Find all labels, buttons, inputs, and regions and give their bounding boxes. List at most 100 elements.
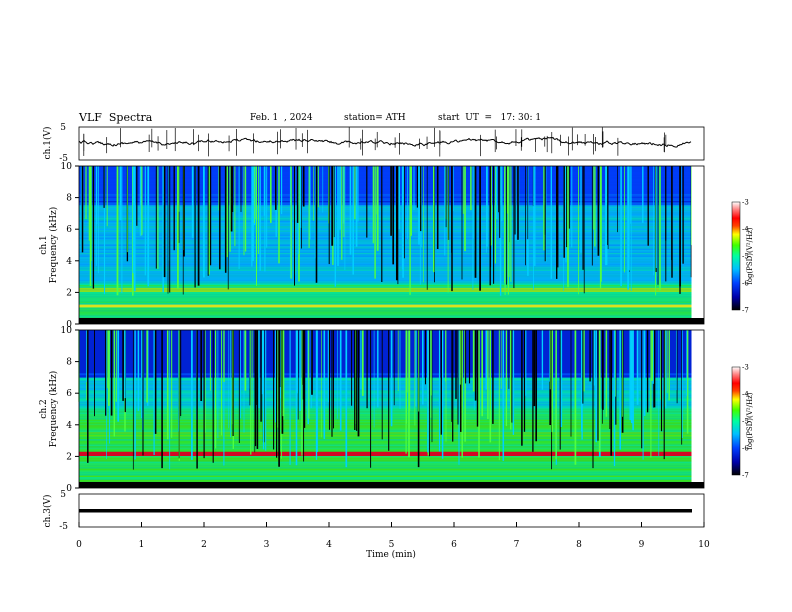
spec-frequency-band — [79, 437, 692, 440]
spec-frequency-band — [79, 315, 692, 318]
spec-frequency-band — [79, 349, 692, 352]
spec-frequency-band — [79, 177, 692, 179]
spec-frequency-band — [79, 230, 692, 232]
spec-frequency-band — [79, 412, 692, 415]
ch3-ytick-top: 5 — [60, 490, 66, 500]
spec-frequency-band — [79, 430, 692, 433]
spec-frequency-band — [79, 421, 692, 423]
time-tick-label: 7 — [514, 540, 520, 550]
spec-frequency-band — [79, 240, 692, 242]
spec-frequency-band — [79, 234, 692, 237]
spec-frequency-band — [79, 261, 692, 263]
spec-frequency-band — [79, 258, 692, 260]
spec-frequency-band — [79, 215, 692, 217]
spec-frequency-band — [79, 297, 692, 300]
spec-frequency-band — [79, 203, 692, 206]
spec-ytick-label: 6 — [66, 389, 72, 399]
spec-frequency-band — [79, 451, 692, 454]
spec-frequency-band — [79, 171, 692, 174]
spec-frequency-band — [79, 449, 692, 451]
colorbar-tick-label: -5 — [742, 418, 749, 426]
spec-frequency-band — [79, 180, 692, 182]
spec-frequency-band — [79, 212, 692, 214]
spec-frequency-band — [79, 362, 692, 364]
spec-frequency-band — [79, 468, 692, 471]
spec-frequency-band — [79, 450, 692, 452]
spec-frequency-band — [79, 419, 692, 422]
spec-frequency-band — [79, 273, 692, 276]
spec-frequency-band — [79, 275, 692, 277]
spec-frequency-band — [79, 342, 692, 345]
spec-frequency-band — [79, 268, 692, 270]
spec-frequency-band — [79, 184, 692, 186]
spec-ytick-label: 8 — [66, 358, 72, 368]
spec-frequency-band — [79, 308, 692, 311]
spec-frequency-band — [79, 397, 692, 399]
spec-frequency-band — [79, 289, 692, 291]
time-tick-label: 9 — [639, 540, 645, 550]
spec-frequency-band — [79, 384, 692, 387]
spec-frequency-band — [79, 223, 692, 225]
time-tick-label: 4 — [326, 540, 332, 550]
spec-frequency-band — [79, 352, 692, 354]
spec-frequency-band — [79, 423, 692, 426]
ch2-spectrogram-image — [78, 330, 704, 488]
spec-frequency-band — [79, 376, 692, 378]
spec-frequency-band — [79, 175, 692, 178]
spec-frequency-band — [79, 369, 692, 371]
spec-frequency-band — [79, 341, 692, 343]
spec-frequency-band — [79, 331, 692, 333]
spec-frequency-band — [79, 307, 692, 309]
spec-frequency-band — [79, 405, 692, 408]
spec-frequency-band — [79, 398, 692, 401]
spec-frequency-band — [79, 192, 692, 195]
spec-frequency-band — [79, 191, 692, 193]
spec-frequency-band — [79, 245, 692, 248]
spec-frequency-band — [79, 381, 692, 384]
spec-frequency-band — [79, 338, 692, 340]
spec-frequency-band — [79, 435, 692, 437]
spec-frequency-band — [79, 359, 692, 361]
spec-frequency-band — [79, 407, 692, 409]
spec-frequency-band — [79, 393, 692, 395]
ch1-colorbar-label: log(PSD)(V²/Hz) — [746, 227, 754, 284]
ch2-colorbar — [731, 366, 741, 476]
spec-frequency-band — [79, 351, 692, 353]
spec-frequency-band — [79, 210, 692, 213]
spec-frequency-band — [79, 337, 692, 339]
ch2-spec-frame — [78, 329, 705, 489]
spec-frequency-band — [79, 314, 692, 316]
spec-frequency-band — [79, 317, 692, 319]
spec-frequency-band — [79, 243, 692, 245]
spec-frequency-band — [79, 472, 692, 475]
spec-frequency-band — [79, 439, 692, 441]
spec-frequency-band — [79, 194, 692, 196]
spec-frequency-band — [79, 401, 692, 403]
spec-ytick-label: 2 — [66, 288, 72, 298]
spec-frequency-band — [79, 290, 692, 293]
spec-frequency-band — [79, 251, 692, 253]
ch2-spec-ylabel-line1: ch.2 — [39, 399, 49, 418]
spec-ytick-label: 0 — [66, 484, 72, 494]
spec-frequency-band — [79, 227, 692, 230]
spec-frequency-band — [79, 269, 692, 272]
spec-frequency-band — [79, 365, 692, 367]
spec-frequency-band — [79, 301, 692, 304]
spec-frequency-band — [79, 198, 692, 200]
spec-frequency-band — [79, 481, 692, 483]
spec-frequency-band — [79, 248, 692, 251]
spec-frequency-band — [79, 217, 692, 220]
spec-frequency-band — [79, 474, 692, 476]
spec-frequency-band — [79, 303, 692, 305]
spec-frequency-band — [79, 395, 692, 398]
colorbar-tick-label: -7 — [742, 472, 749, 480]
spec-frequency-band — [79, 457, 692, 459]
spec-frequency-band — [79, 280, 692, 283]
spec-frequency-band — [79, 220, 692, 223]
time-axis-label: Time (min) — [366, 549, 416, 560]
spec-frequency-band — [79, 453, 692, 455]
spec-frequency-band — [79, 440, 692, 443]
spec-frequency-band — [79, 201, 692, 203]
colorbar-tick-label: -4 — [742, 391, 749, 399]
figure-title: VLF Spectra — [79, 111, 153, 124]
